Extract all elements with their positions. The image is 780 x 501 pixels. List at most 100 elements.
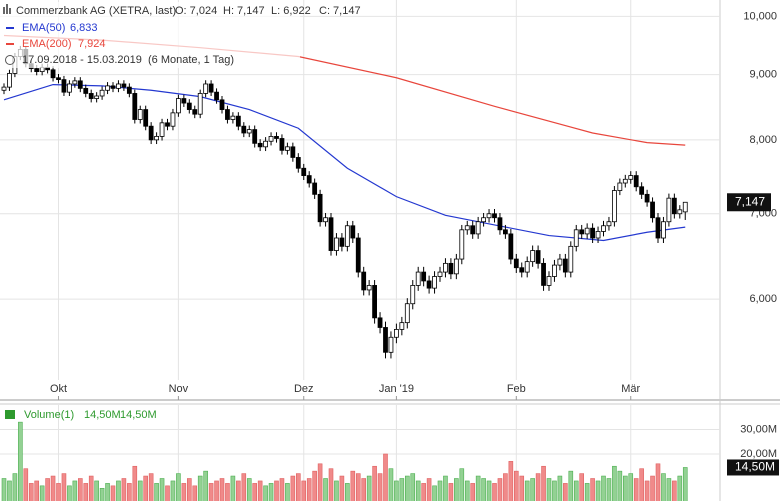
candle-body — [143, 109, 149, 127]
volume-bar — [546, 478, 552, 501]
volume-bar — [552, 480, 557, 501]
candle-body — [655, 217, 661, 239]
candle-body — [99, 89, 105, 97]
volume-bar — [497, 478, 503, 501]
candle-body — [573, 229, 579, 247]
candle-body — [295, 157, 301, 169]
volume-bar — [432, 485, 437, 501]
volume-bar — [137, 480, 143, 501]
candle-body — [61, 79, 67, 93]
volume-bar — [568, 470, 574, 501]
volume-bar — [203, 470, 208, 501]
candle-body — [383, 327, 388, 353]
volume-bar — [513, 470, 519, 501]
volume-bar — [421, 483, 426, 501]
candle-body — [257, 142, 263, 148]
candle-body — [421, 271, 427, 282]
candle-body — [241, 125, 247, 134]
volume-bar — [650, 475, 655, 501]
candle-body — [562, 258, 568, 273]
quote: O: 7,024 — [175, 5, 217, 17]
candle-body — [34, 68, 40, 73]
volume-bar — [127, 483, 132, 501]
candle-body — [481, 217, 487, 223]
volume-bar — [225, 483, 230, 501]
candle-body — [579, 229, 585, 235]
candle-body — [72, 80, 78, 85]
y-tick-label: 8,000 — [749, 134, 777, 146]
volume-bar — [328, 468, 334, 501]
candle-body — [344, 225, 350, 247]
volume-bar — [508, 461, 514, 501]
candle-body — [682, 201, 688, 213]
volume-bar — [339, 475, 345, 501]
volume-bar — [584, 483, 590, 501]
candle-body — [486, 213, 492, 219]
volume-bar — [72, 480, 78, 501]
candle-body — [437, 271, 443, 277]
candle-body — [622, 178, 628, 184]
volume-bar — [383, 453, 388, 501]
volume-bar — [170, 480, 176, 501]
candle-body — [513, 258, 519, 269]
volume-bar — [28, 483, 34, 501]
candle-body — [110, 85, 116, 89]
volume-bar — [263, 485, 268, 501]
volume-bar — [579, 473, 585, 501]
volume-bar — [61, 473, 67, 501]
volume-bar — [590, 478, 595, 501]
y-tick-label: 9,000 — [749, 69, 777, 81]
candle-body — [590, 227, 595, 239]
candle-body — [541, 262, 546, 286]
candle-body — [650, 201, 655, 219]
volume-bar — [426, 478, 432, 501]
candle-body — [399, 322, 405, 330]
x-tick-label: Nov — [169, 383, 189, 395]
volume-bar — [45, 478, 50, 501]
volume-bar — [606, 478, 612, 501]
candle-body — [334, 237, 339, 251]
y-tick-label: 20,00M — [740, 448, 777, 460]
candle-body — [404, 303, 410, 324]
candle-body — [415, 271, 421, 286]
candle-body — [67, 83, 72, 93]
volume-bar — [448, 483, 454, 501]
candle-body — [116, 83, 121, 89]
candle-body — [492, 213, 497, 219]
volume-bar — [366, 475, 372, 501]
candle-body — [290, 146, 296, 158]
volume-bar — [639, 468, 644, 501]
volume-bar — [165, 485, 170, 501]
candle-body — [252, 129, 258, 144]
volume-bar — [252, 483, 257, 501]
volume-bar — [666, 478, 672, 501]
candle-body — [170, 112, 176, 127]
candle-body — [225, 109, 230, 120]
candle-body — [323, 217, 328, 223]
volume-bar — [655, 463, 661, 501]
candle-body — [219, 99, 225, 110]
candle-body — [94, 95, 100, 99]
candle-body — [88, 93, 94, 99]
volume-bar — [214, 480, 219, 501]
candle-body — [666, 197, 672, 223]
last-volume-tag — [727, 459, 779, 476]
volume-bar — [154, 483, 159, 501]
candle-body — [7, 73, 12, 88]
candle-body — [677, 209, 683, 215]
candle-body — [50, 69, 56, 79]
candle-body — [301, 167, 307, 176]
quote: H: 7,147 — [223, 5, 265, 17]
volume-bar — [470, 483, 476, 501]
candle-body — [284, 146, 290, 151]
candle-body — [328, 217, 334, 251]
candle-body — [508, 233, 514, 260]
candle-body — [77, 80, 83, 89]
volume-bar — [633, 478, 639, 501]
candle-body — [388, 336, 394, 353]
volume-bar — [372, 465, 377, 501]
volume-bar — [23, 468, 29, 501]
volume-bar — [350, 470, 356, 501]
volume-bar — [121, 478, 127, 501]
volume-bar — [464, 480, 470, 501]
